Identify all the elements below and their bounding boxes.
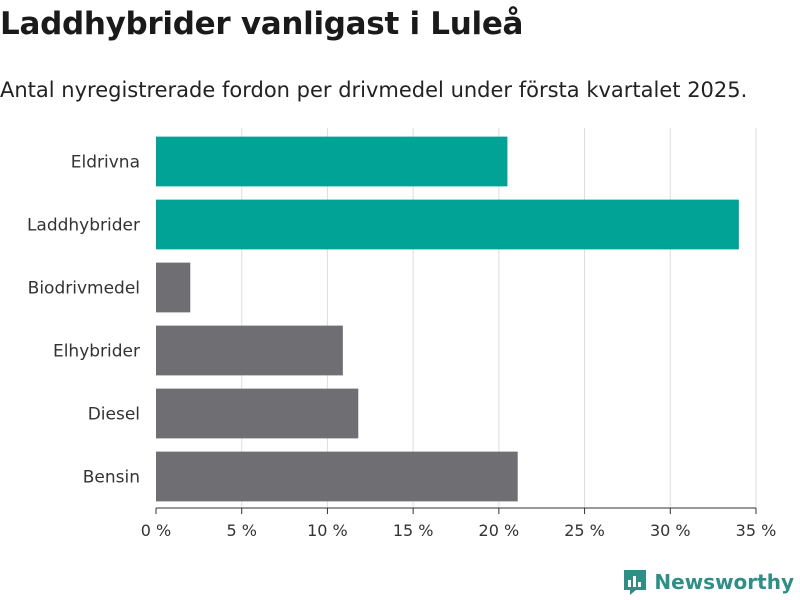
x-tick-label: 15 % <box>393 521 434 540</box>
category-label: Bensin <box>83 468 140 488</box>
brand-name: Newsworthy <box>654 570 794 594</box>
category-label: Laddhybrider <box>27 216 140 236</box>
chart-title: Laddhybrider vanligast i Luleå <box>0 6 524 42</box>
x-tick-label: 20 % <box>479 521 520 540</box>
x-tick-label: 10 % <box>307 521 348 540</box>
bar-chart: Eldrivna Laddhybrider Biodrivmedel Elhybrid… <box>27 128 777 540</box>
bar-laddhybrider <box>156 199 739 250</box>
bar-bensin <box>156 451 518 502</box>
category-label: Eldrivna <box>71 153 140 173</box>
x-axis: 0 % 5 % 10 % 15 % 20 % 25 % 30 % 35 % <box>141 507 777 540</box>
brand-logo: Newsworthy <box>622 568 794 596</box>
newsworthy-logo-icon <box>624 570 647 595</box>
category-label: Diesel <box>88 405 140 425</box>
category-label: Elhybrider <box>53 342 140 362</box>
x-tick-label: 0 % <box>141 521 171 540</box>
x-tick-label: 30 % <box>650 521 691 540</box>
x-tick-label: 25 % <box>564 521 605 540</box>
bar-eldrivna <box>156 136 508 187</box>
category-label: Biodrivmedel <box>28 279 140 299</box>
x-tick-label: 5 % <box>226 521 256 540</box>
grid-lines <box>241 128 757 508</box>
bar-biodrivmedel <box>156 262 191 313</box>
category-labels: Eldrivna Laddhybrider Biodrivmedel Elhybrid… <box>27 153 140 488</box>
bar-diesel <box>156 388 359 439</box>
bar-elhybrider <box>156 325 343 376</box>
chart-subtitle: Antal nyregistrerade fordon per drivmede… <box>0 78 748 102</box>
bars <box>156 136 739 502</box>
x-tick-label: 35 % <box>736 521 777 540</box>
